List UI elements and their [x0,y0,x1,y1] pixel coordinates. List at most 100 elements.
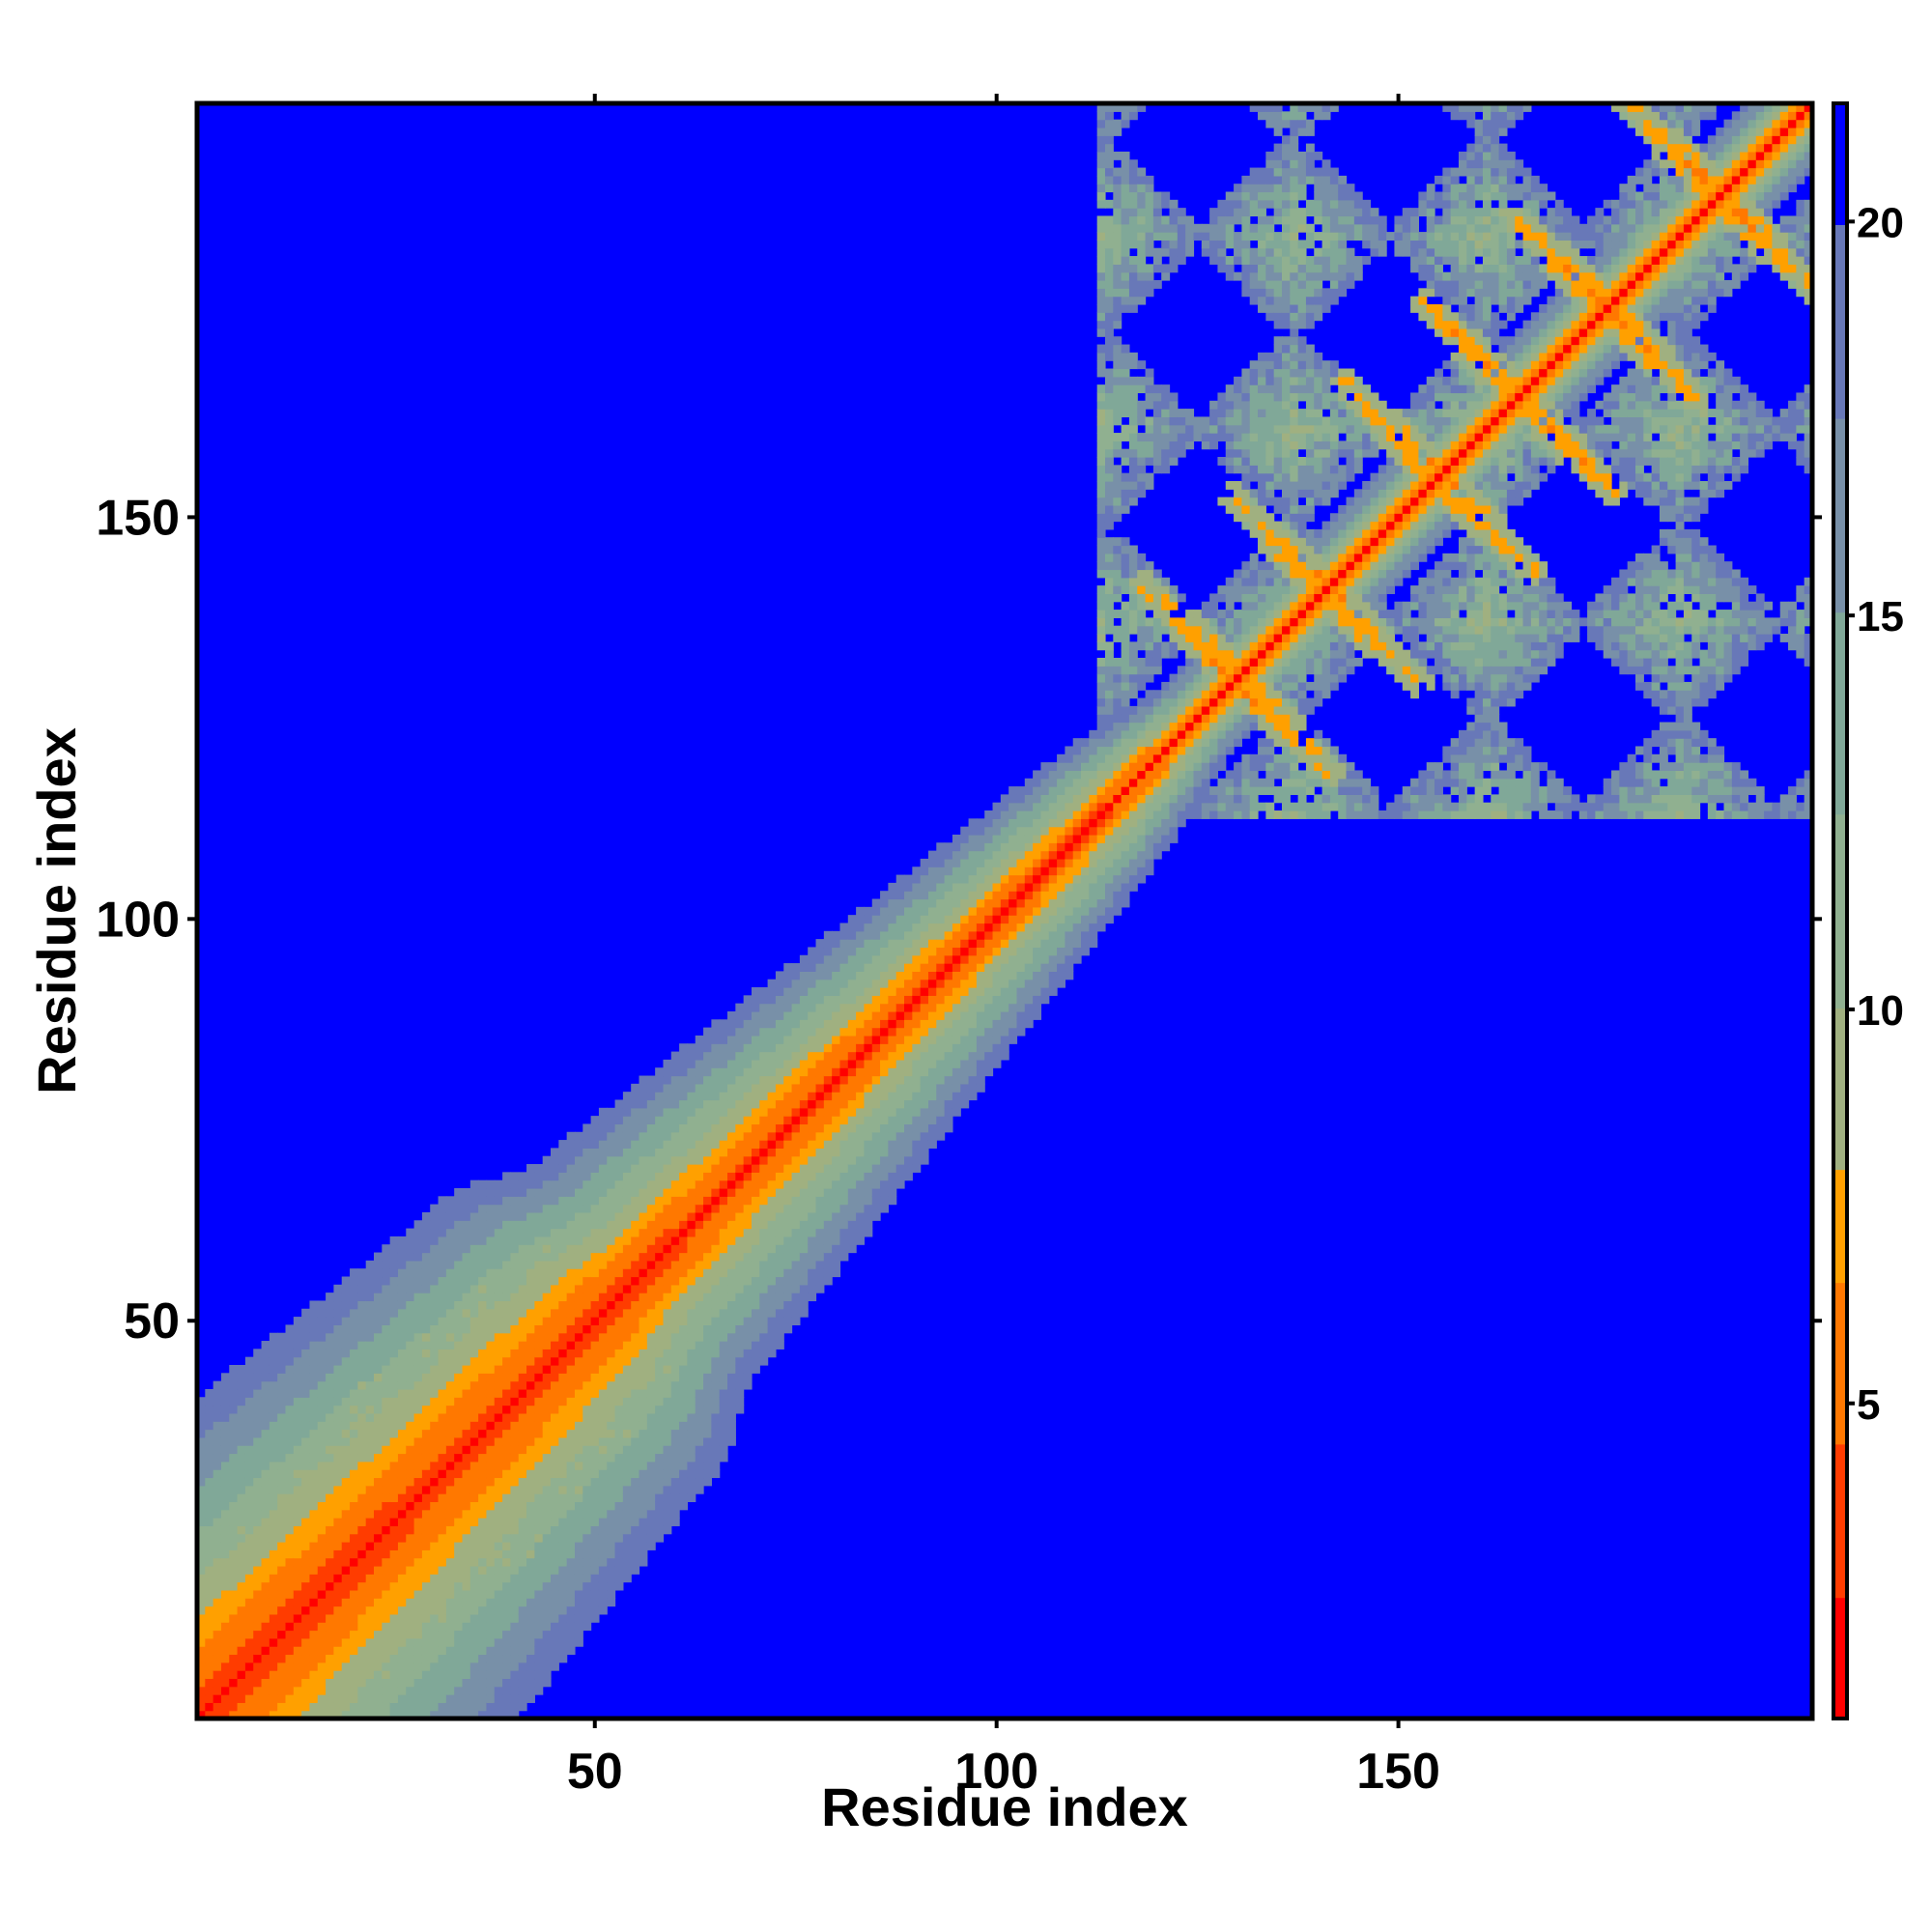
heatmap-cell [895,930,905,940]
heatmap-cell [558,1493,568,1502]
heatmap-cell [438,1421,447,1431]
heatmap-cell [590,1461,600,1470]
heatmap-cell [614,1533,624,1543]
heatmap-cell [277,1461,287,1470]
heatmap-cell [542,1613,552,1623]
heatmap-cell [743,1043,753,1053]
heatmap-cell [687,1293,696,1302]
heatmap-cell [438,1581,447,1591]
heatmap-cell [895,1179,905,1189]
heatmap-cell [614,1477,624,1487]
heatmap-cell [888,1067,897,1077]
heatmap-cell [823,1204,833,1213]
heatmap-cell [421,1317,431,1325]
heatmap-cell [244,1493,254,1502]
heatmap-cell [374,1662,383,1671]
heatmap-cell [888,1027,897,1037]
heatmap-cell [687,1477,696,1487]
heatmap-cell [382,1654,391,1663]
heatmap-cell [526,1686,535,1695]
heatmap-cell [438,1341,447,1350]
heatmap-cell [205,1662,214,1671]
heatmap-cell [622,1380,632,1390]
heatmap-cell [382,1244,391,1254]
heatmap-cell [735,1244,745,1254]
heatmap-cell [607,1324,616,1334]
heatmap-cell [438,1557,447,1567]
heatmap-cell [462,1686,471,1695]
heatmap-cell [711,1035,721,1044]
heatmap-cell [823,1123,833,1133]
heatmap-cell [880,898,889,908]
heatmap-cell [679,1131,689,1141]
heatmap-cell [832,1083,841,1093]
heatmap-cell [478,1445,488,1455]
heatmap-cell [735,1035,745,1044]
heatmap-cell [542,1164,552,1173]
heatmap-cell [518,1670,527,1680]
heatmap-cell [333,1542,343,1550]
heatmap-cell [413,1589,423,1599]
heatmap-cell [751,1131,760,1141]
heatmap-cell [317,1710,327,1719]
heatmap-cell [783,1099,793,1109]
heatmap-cell [494,1477,503,1487]
heatmap-cell [365,1702,375,1712]
heatmap-cell [389,1533,399,1543]
heatmap-cell [791,1172,801,1181]
heatmap-cell [679,1349,689,1358]
heatmap-cell [421,1542,431,1550]
heatmap-cell [783,995,793,1005]
heatmap-cell [614,1107,624,1117]
heatmap-cell [912,954,922,964]
heatmap-cell [920,1067,929,1077]
heatmap-cell [607,1533,616,1543]
heatmap-cell [703,1412,712,1422]
heatmap-cell [301,1356,311,1366]
heatmap-cell [598,1107,608,1117]
heatmap-cell [847,1228,857,1237]
heatmap-cell [799,1236,809,1245]
heatmap-cell [799,1293,809,1302]
heatmap-cell [478,1397,488,1406]
heatmap-cell [333,1646,343,1656]
heatmap-cell [767,1349,777,1358]
heatmap-cell [542,1196,552,1206]
heatmap-cell [551,1557,559,1567]
heatmap-cell [494,1637,503,1647]
heatmap-cell [727,1043,736,1053]
heatmap-cell [406,1453,415,1463]
heatmap-cell [462,1557,471,1567]
heatmap-cell [213,1525,222,1535]
heatmap-cell [695,1107,704,1117]
heatmap-cell [326,1397,335,1406]
heatmap-cell [767,1211,777,1221]
heatmap-cell [406,1493,415,1502]
heatmap-cell [526,1542,535,1550]
heatmap-cell [269,1412,278,1422]
heatmap-cell [574,1236,583,1245]
heatmap-cell [815,954,825,964]
heatmap-cell [438,1252,447,1262]
heatmap-cell [622,1436,632,1446]
heatmap-cell [253,1461,263,1470]
heatmap-cell [502,1654,512,1663]
heatmap-cell [397,1605,407,1615]
heatmap-cell [598,1485,608,1494]
heatmap-cell [534,1300,544,1310]
heatmap-cell [574,1131,583,1141]
heatmap-cell [494,1646,503,1656]
heatmap-cell [551,1477,559,1487]
heatmap-cell [751,1332,760,1342]
heatmap-cell [655,1461,665,1470]
heatmap-cell [558,1549,568,1559]
heatmap-cell [421,1293,431,1302]
heatmap-cell [462,1678,471,1688]
heatmap-cell [542,1525,552,1535]
heatmap-cell [397,1252,407,1262]
heatmap-cell [357,1293,367,1302]
heatmap-cell [799,1164,809,1173]
heatmap-cell [469,1268,479,1278]
heatmap-cell [582,1236,592,1245]
heatmap-cell [526,1356,535,1366]
